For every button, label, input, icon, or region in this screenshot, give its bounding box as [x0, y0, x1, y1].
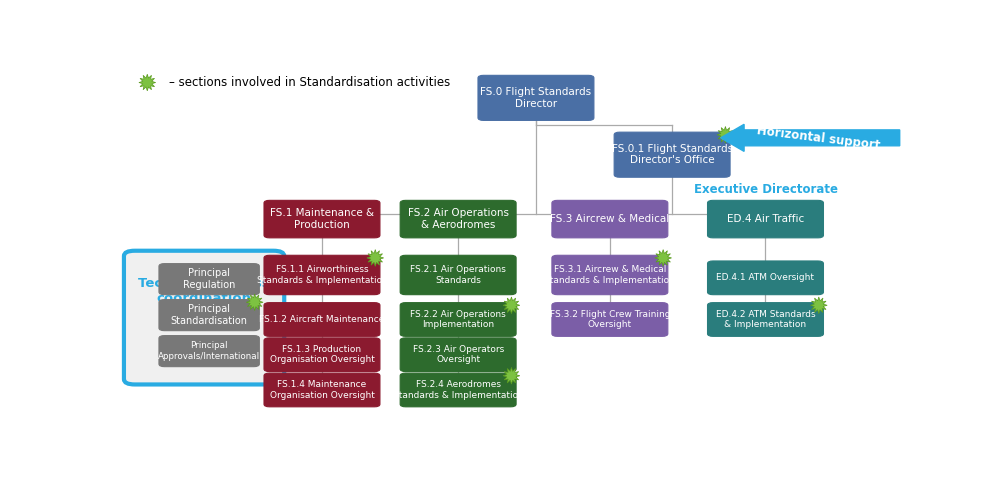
FancyBboxPatch shape: [158, 336, 259, 367]
FancyBboxPatch shape: [552, 200, 667, 238]
Text: – sections involved in Standardisation activities: – sections involved in Standardisation a…: [169, 76, 450, 89]
FancyBboxPatch shape: [477, 75, 594, 121]
Text: FS.2.3 Air Operators
Oversight: FS.2.3 Air Operators Oversight: [412, 345, 504, 365]
Text: ED.4.2 ATM Standards
& Implementation: ED.4.2 ATM Standards & Implementation: [715, 310, 814, 329]
FancyBboxPatch shape: [400, 200, 516, 238]
Polygon shape: [654, 249, 671, 266]
FancyBboxPatch shape: [552, 303, 667, 337]
FancyBboxPatch shape: [400, 338, 516, 371]
Text: FS.3.2 Flight Crew Training
Oversight: FS.3.2 Flight Crew Training Oversight: [549, 310, 669, 329]
Text: FS.2.2 Air Operations
Implementation: FS.2.2 Air Operations Implementation: [410, 310, 506, 329]
Polygon shape: [246, 294, 263, 310]
Polygon shape: [138, 74, 155, 91]
Text: FS.0 Flight Standards
Director: FS.0 Flight Standards Director: [479, 87, 591, 109]
Polygon shape: [503, 368, 520, 384]
FancyBboxPatch shape: [400, 373, 516, 407]
Text: Principal
Regulation: Principal Regulation: [183, 268, 235, 290]
Text: FS.3.1 Aircrew & Medical
Standards & Implementation: FS.3.1 Aircrew & Medical Standards & Imp…: [544, 265, 675, 285]
FancyBboxPatch shape: [264, 338, 379, 371]
FancyArrow shape: [720, 124, 899, 152]
Text: FS.0.1 Flight Standards
Director's Office: FS.0.1 Flight Standards Director's Offic…: [611, 144, 732, 165]
FancyBboxPatch shape: [264, 255, 379, 295]
FancyBboxPatch shape: [264, 373, 379, 407]
FancyBboxPatch shape: [552, 255, 667, 295]
Text: FS.1.3 Production
Organisation Oversight: FS.1.3 Production Organisation Oversight: [269, 345, 374, 365]
Text: FS.1.1 Airworthiness
Standards & Implementation: FS.1.1 Airworthiness Standards & Impleme…: [257, 265, 387, 285]
Text: Executive Directorate: Executive Directorate: [693, 183, 838, 196]
Polygon shape: [366, 249, 383, 266]
Polygon shape: [809, 297, 826, 313]
Polygon shape: [503, 297, 520, 313]
Text: Technical process
coordination: Technical process coordination: [138, 277, 270, 305]
FancyBboxPatch shape: [123, 251, 284, 384]
FancyBboxPatch shape: [400, 255, 516, 295]
FancyBboxPatch shape: [707, 261, 822, 295]
FancyBboxPatch shape: [264, 200, 379, 238]
Text: ED.4.1 ATM Oversight: ED.4.1 ATM Oversight: [716, 274, 813, 282]
Text: FS.1 Maintenance &
Production: FS.1 Maintenance & Production: [270, 208, 374, 230]
Text: FS.2 Air Operations
& Aerodromes: FS.2 Air Operations & Aerodromes: [407, 208, 509, 230]
Text: Horizontal support: Horizontal support: [755, 124, 880, 152]
FancyBboxPatch shape: [158, 300, 259, 331]
Polygon shape: [716, 126, 733, 143]
Text: Principal
Approvals/International: Principal Approvals/International: [157, 341, 260, 361]
Text: ED.4 Air Traffic: ED.4 Air Traffic: [726, 214, 803, 224]
FancyBboxPatch shape: [707, 200, 822, 238]
FancyBboxPatch shape: [614, 132, 729, 177]
FancyBboxPatch shape: [264, 303, 379, 337]
Text: FS.2.1 Air Operations
Standards: FS.2.1 Air Operations Standards: [410, 265, 506, 285]
Text: FS.1.2 Aircraft Maintenance: FS.1.2 Aircraft Maintenance: [259, 315, 384, 324]
Text: FS.2.4 Aerodromes
Standards & Implementation: FS.2.4 Aerodromes Standards & Implementa…: [392, 380, 523, 400]
Text: FS.3 Aircrew & Medical: FS.3 Aircrew & Medical: [550, 214, 669, 224]
FancyBboxPatch shape: [158, 264, 259, 295]
Text: Principal
Standardisation: Principal Standardisation: [171, 305, 248, 326]
FancyBboxPatch shape: [707, 303, 822, 337]
Text: FS.1.4 Maintenance
Organisation Oversight: FS.1.4 Maintenance Organisation Oversigh…: [269, 380, 374, 400]
FancyBboxPatch shape: [400, 303, 516, 337]
